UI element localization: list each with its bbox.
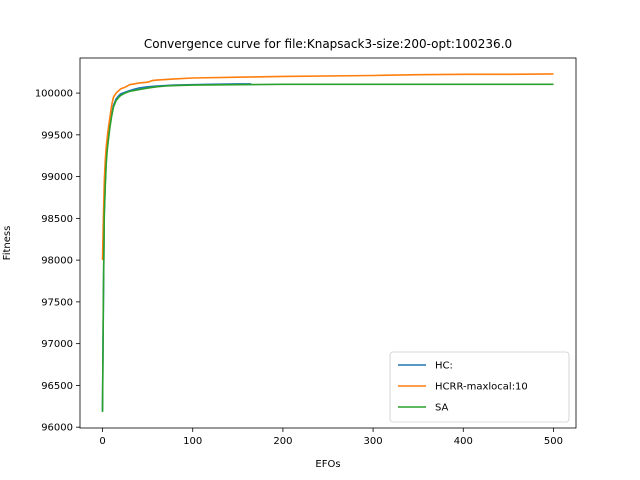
x-tick-label: 500: [544, 436, 563, 447]
y-axis-title: Fitness: [2, 226, 13, 261]
x-tick-label: 200: [273, 436, 292, 447]
chart-title: Convergence curve for file:Knapsack3-siz…: [144, 37, 512, 51]
y-tick-label: 100000: [35, 89, 73, 100]
legend-label: HCRR-maxlocal:10: [435, 382, 528, 393]
y-axis: 96000 96500 97000 97500 98000 98500 99000 99500…: [35, 89, 80, 434]
y-tick-label: 98500: [41, 214, 73, 225]
x-tick-label: 0: [99, 436, 105, 447]
x-tick-label: 100: [183, 436, 202, 447]
y-tick-label: 99500: [41, 130, 73, 141]
x-tick-label: 400: [454, 436, 473, 447]
legend-label: HC:: [435, 361, 453, 372]
legend-box: [389, 351, 570, 423]
x-axis-title: EFOs: [315, 459, 340, 470]
series-layer: [101, 73, 554, 413]
y-tick-label: 96000: [41, 423, 73, 434]
y-tick-label: 96500: [41, 381, 73, 392]
legend: HC: HCRR-maxlocal:10 SA: [389, 351, 570, 423]
y-tick-label: 97000: [41, 339, 73, 350]
x-tick-label: 300: [364, 436, 383, 447]
y-tick-label: 98000: [41, 256, 73, 267]
series-line-1: [101, 73, 554, 261]
series-line-2: [101, 83, 554, 413]
y-tick-label: 99000: [41, 172, 73, 183]
x-axis: 0 100 200 300 400 500: [99, 428, 563, 447]
plot-border: [79, 57, 577, 429]
legend-label: SA: [435, 403, 449, 414]
y-tick-label: 97500: [41, 297, 73, 308]
